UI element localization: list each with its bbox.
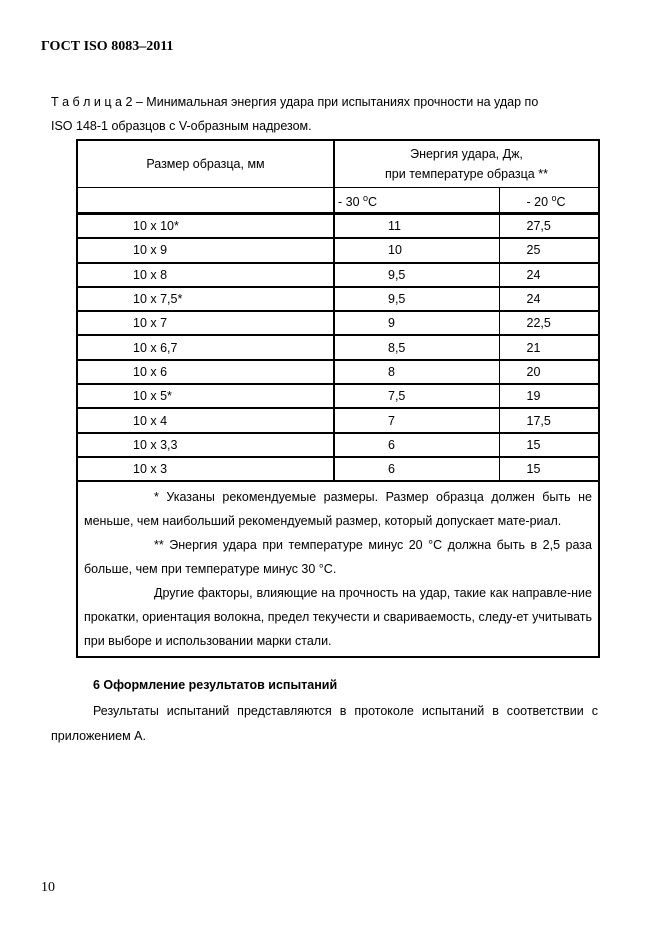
cell-size: 10 x 9 bbox=[76, 237, 335, 264]
document-header: ГОСТ ISO 8083–2011 bbox=[41, 39, 174, 54]
header-energy-line2: при температуре образца ** bbox=[385, 167, 548, 181]
cell-size: 10 x 4 bbox=[76, 407, 335, 434]
cell-energy-minus30: 11 bbox=[333, 213, 500, 240]
cell-size: 10 x 3,3 bbox=[76, 432, 335, 458]
table-row: 10 x 5* 7,5 19 bbox=[76, 383, 600, 410]
cell-energy-minus20: 15 bbox=[498, 432, 600, 458]
cell-size: 10 x 7,5* bbox=[76, 286, 335, 313]
table-row: 10 x 4 7 17,5 bbox=[76, 407, 600, 434]
cell-size: 10 x 6,7 bbox=[76, 334, 335, 361]
cell-energy-minus20: 24 bbox=[498, 262, 600, 288]
cell-energy-minus30: 7,5 bbox=[333, 383, 500, 410]
cell-size: 10 x 7 bbox=[76, 310, 335, 337]
table-row: 10 x 6 8 20 bbox=[76, 359, 600, 386]
cell-energy-minus20: 17,5 bbox=[498, 407, 600, 434]
header-size: Размер образца, мм bbox=[76, 139, 335, 188]
header-temp-minus30: - 30 oC bbox=[333, 187, 500, 215]
cell-energy-minus20: 21 bbox=[498, 334, 600, 361]
cell-energy-minus30: 10 bbox=[333, 237, 500, 264]
cell-energy-minus30: 9,5 bbox=[333, 286, 500, 313]
header-energy-line1: Энергия удара, Дж, bbox=[410, 147, 523, 161]
table-row: 10 x 9 10 25 bbox=[76, 237, 600, 264]
table-caption-line1: Т а б л и ц а 2 – Минимальная энергия уд… bbox=[51, 95, 539, 109]
cell-energy-minus20: 15 bbox=[498, 456, 600, 482]
cell-energy-minus30: 7 bbox=[333, 407, 500, 434]
section-text: Результаты испытаний представляются в пр… bbox=[51, 704, 598, 743]
cell-energy-minus30: 8,5 bbox=[333, 334, 500, 361]
note-2: ** Энергия удара при температуре минус 2… bbox=[84, 538, 592, 577]
page-number: 10 bbox=[41, 880, 55, 895]
header-temp-minus20: - 20 oC bbox=[498, 187, 600, 215]
table-row: 10 x 3 6 15 bbox=[76, 456, 600, 482]
cell-energy-minus20: 22,5 bbox=[498, 310, 600, 337]
table-row: 10 x 10* 11 27,5 bbox=[76, 213, 600, 240]
table-row: 10 x 6,7 8,5 21 bbox=[76, 334, 600, 361]
cell-energy-minus20: 27,5 bbox=[498, 213, 600, 240]
note-1: * Указаны рекомендуемые размеры. Размер … bbox=[84, 490, 592, 529]
cell-size: 10 x 6 bbox=[76, 359, 335, 386]
table-caption-line2: ISO 148-1 образцов с V-образным надрезом… bbox=[51, 119, 312, 133]
section-title: 6 Оформление результатов испытаний bbox=[93, 678, 338, 692]
table-notes: * Указаны рекомендуемые размеры. Размер … bbox=[76, 480, 600, 659]
table-row: 10 x 3,3 6 15 bbox=[76, 432, 600, 458]
note-3: Другие факторы, влияющие на прочность на… bbox=[84, 586, 593, 649]
header-temps: - 30 oC - 20 oC bbox=[76, 187, 600, 215]
cell-energy-minus30: 9,5 bbox=[333, 262, 500, 288]
cell-size: 10 x 3 bbox=[76, 456, 335, 482]
cell-energy-minus30: 8 bbox=[333, 359, 500, 386]
cell-size: 10 x 8 bbox=[76, 262, 335, 288]
cell-size: 10 x 5* bbox=[76, 383, 335, 410]
cell-energy-minus30: 6 bbox=[333, 432, 500, 458]
cell-energy-minus30: 6 bbox=[333, 456, 500, 482]
cell-energy-minus30: 9 bbox=[333, 310, 500, 337]
table-row: 10 x 8 9,5 24 bbox=[76, 262, 600, 288]
cell-energy-minus20: 19 bbox=[498, 383, 600, 410]
header-energy: Энергия удара, Дж, при температуре образ… bbox=[333, 139, 600, 188]
impact-energy-table: Размер образца, мм Энергия удара, Дж, пр… bbox=[76, 139, 600, 659]
table-row: 10 x 7,5* 9,5 24 bbox=[76, 286, 600, 313]
cell-energy-minus20: 24 bbox=[498, 286, 600, 313]
table-row: 10 x 7 9 22,5 bbox=[76, 310, 600, 337]
cell-energy-minus20: 20 bbox=[498, 359, 600, 386]
cell-energy-minus20: 25 bbox=[498, 237, 600, 264]
cell-size: 10 x 10* bbox=[76, 213, 335, 240]
